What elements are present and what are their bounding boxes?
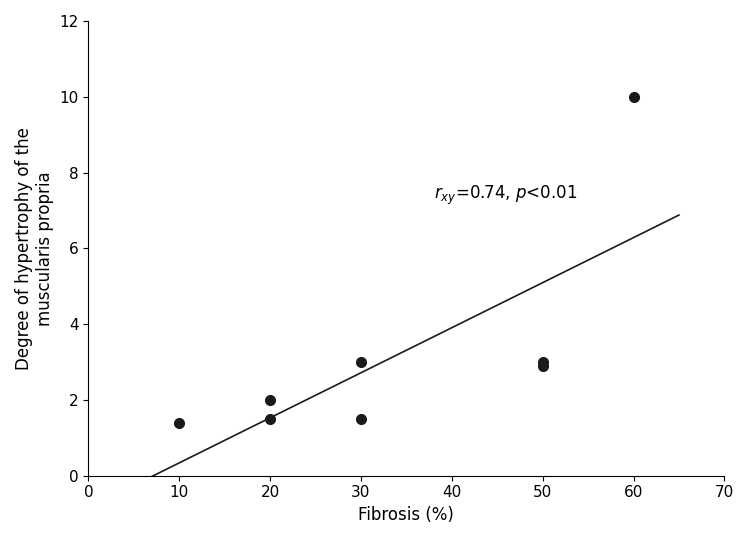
- Point: [264, 414, 276, 423]
- Point: [536, 362, 548, 370]
- Point: [173, 418, 185, 427]
- Point: [628, 93, 640, 101]
- X-axis label: Fibrosis (%): Fibrosis (%): [359, 506, 455, 524]
- Y-axis label: Degree of hypertrophy of the
muscularis propria: Degree of hypertrophy of the muscularis …: [15, 127, 54, 370]
- Point: [355, 358, 367, 367]
- Text: $r_{xy}$=0.74, $p$<0.01: $r_{xy}$=0.74, $p$<0.01: [434, 184, 577, 207]
- Point: [264, 396, 276, 404]
- Point: [536, 358, 548, 367]
- Point: [355, 414, 367, 423]
